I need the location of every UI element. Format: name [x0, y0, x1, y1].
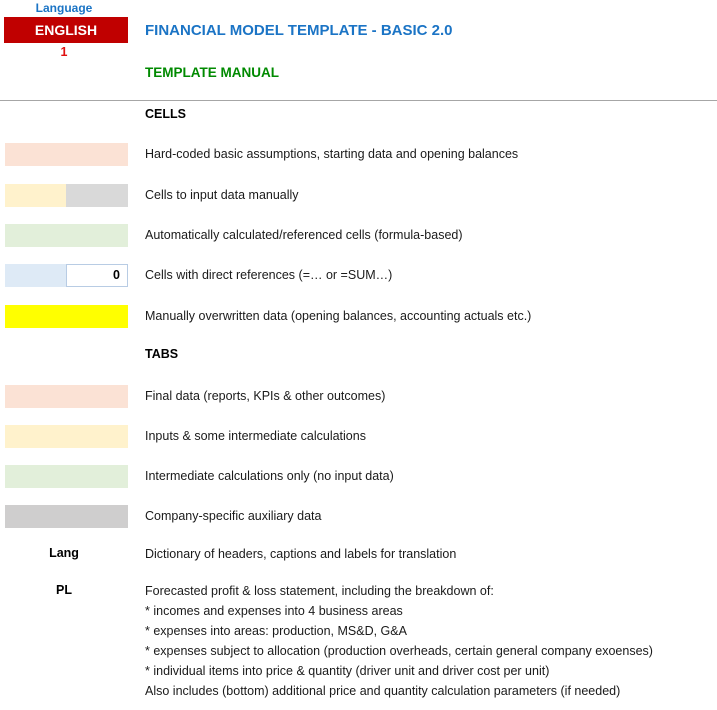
- cells-section-heading: CELLS: [145, 107, 186, 121]
- tab-name-pl: PL: [56, 583, 72, 597]
- tab-description-line: * expenses subject to allocation (produc…: [145, 644, 653, 658]
- header-divider: [0, 100, 717, 101]
- legend-label: Cells with direct references (=… or =SUM…: [145, 268, 393, 282]
- tab-description-line: Dictionary of headers, captions and labe…: [145, 547, 457, 561]
- reference-cell-value: 0: [66, 264, 128, 287]
- legend-label: Hard-coded basic assumptions, starting d…: [145, 147, 519, 161]
- page-subtitle: TEMPLATE MANUAL: [145, 65, 279, 80]
- tab-description-line: * individual items into price & quantity…: [145, 664, 550, 678]
- reference-cell-swatch-blue: [5, 264, 66, 287]
- language-number-cell: 1: [60, 45, 68, 59]
- reference-cell-swatch: 0: [5, 264, 128, 287]
- final-data-tab-swatch: [5, 385, 128, 408]
- tab-description-line: Forecasted profit & loss statement, incl…: [145, 584, 494, 598]
- overwritten-cell-swatch: [5, 305, 128, 328]
- auxiliary-tab-swatch: [5, 505, 128, 528]
- tab-description-line: * incomes and expenses into 4 business a…: [145, 604, 403, 618]
- input-cell-swatch-gray: [66, 184, 128, 207]
- page-title: FINANCIAL MODEL TEMPLATE - BASIC 2.0: [145, 22, 453, 39]
- legend-label: Cells to input data manually: [145, 188, 299, 202]
- input-cell-swatch-yellow: [5, 184, 66, 207]
- tab-name-lang: Lang: [49, 546, 79, 560]
- legend-label: Intermediate calculations only (no input…: [145, 469, 394, 483]
- intermediate-tab-swatch: [5, 465, 128, 488]
- legend-label: Manually overwritten data (opening balan…: [145, 309, 532, 323]
- inputs-tab-swatch: [5, 425, 128, 448]
- calculated-cell-swatch: [5, 224, 128, 247]
- input-cell-swatch: [5, 184, 128, 207]
- legend-label: Automatically calculated/referenced cell…: [145, 228, 463, 242]
- legend-label: Final data (reports, KPIs & other outcom…: [145, 389, 386, 403]
- hardcoded-cell-swatch: [5, 143, 128, 166]
- language-label: Language: [35, 1, 93, 15]
- legend-label: Inputs & some intermediate calculations: [145, 429, 366, 443]
- tab-description-line: Also includes (bottom) additional price …: [145, 684, 621, 698]
- legend-label: Company-specific auxiliary data: [145, 509, 322, 523]
- tabs-section-heading: TABS: [145, 347, 179, 361]
- language-selector-cell[interactable]: ENGLISH: [4, 17, 128, 43]
- tab-description-line: * expenses into areas: production, MS&D,…: [145, 624, 407, 638]
